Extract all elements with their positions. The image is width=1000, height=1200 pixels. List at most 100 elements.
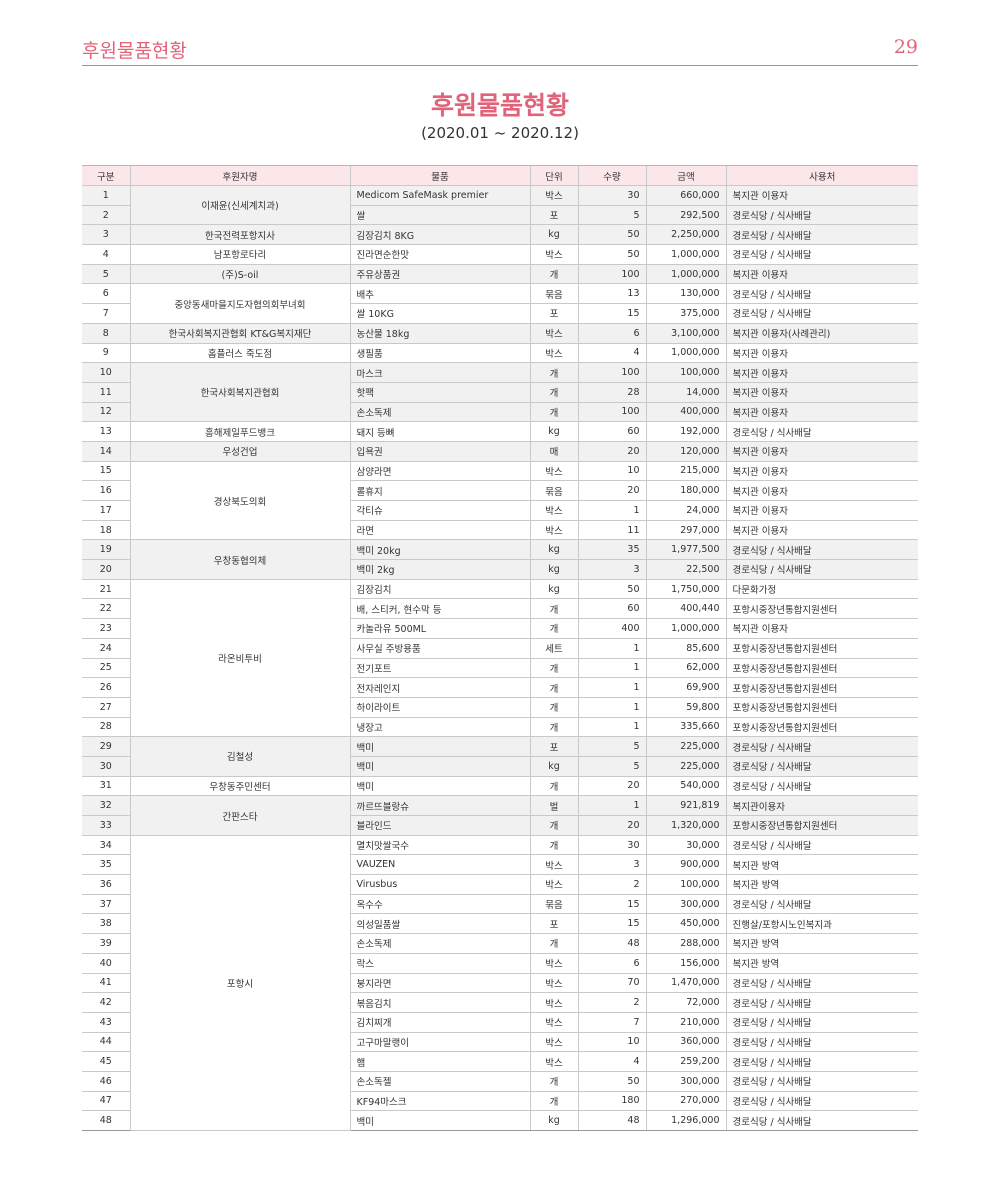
header-cell-quantity: 수량	[577, 165, 646, 186]
cell-quantity: 60	[577, 421, 646, 442]
cell-usage: 경로식당 / 식사배달	[725, 756, 918, 777]
cell-unit: kg	[529, 421, 578, 442]
table-header-row: 구분 후원자명 물품 단위 수량 금액 사용처	[82, 165, 918, 186]
table-row: 23 카놀라유 500ML 개 400 1,000,000 복지관 이용자	[82, 618, 918, 639]
header-cell-amount: 금액	[645, 165, 726, 186]
cell-unit: 포	[529, 205, 578, 226]
cell-row-number: 2	[82, 205, 130, 226]
cell-amount: 210,000	[645, 1012, 726, 1033]
cell-quantity: 20	[577, 776, 646, 797]
cell-row-number: 38	[82, 913, 130, 935]
cell-item-name: 백미	[349, 1110, 530, 1131]
cell-amount: 1,000,000	[645, 244, 726, 265]
cell-unit: 포	[529, 913, 578, 935]
cell-row-number: 5	[82, 264, 130, 285]
document-period: (2020.01 ~ 2020.12)	[421, 124, 579, 142]
cell-amount: 24,000	[645, 500, 726, 521]
cell-item-name: 삼양라면	[349, 461, 530, 482]
cell-item-name: 햄	[349, 1051, 530, 1072]
cell-row-number: 25	[82, 658, 130, 679]
cell-usage: 포항시중장년통합지원센터	[725, 677, 918, 698]
cell-item-name: 쌀 10KG	[349, 303, 530, 324]
cell-unit: 개	[529, 598, 578, 620]
cell-item-name: 배, 스티커, 현수막 등	[349, 598, 530, 620]
cell-item-name: 김장김치	[349, 579, 530, 600]
cell-quantity: 48	[577, 1110, 646, 1131]
table-row: 47 KF94마스크 개 180 270,000 경로식당 / 식사배달	[82, 1091, 918, 1112]
table-row: 15 경상북도의회 삼양라면 박스 10 215,000 복지관 이용자	[82, 461, 918, 541]
table-row: 19 우창동협의체 백미 20kg kg 35 1,977,500 경로식당 / 식사배달	[82, 539, 918, 580]
cell-usage: 경로식당 / 식사배달	[725, 973, 918, 994]
cell-row-number: 43	[82, 1012, 130, 1033]
cell-usage: 경로식당 / 식사배달	[725, 776, 918, 797]
cell-amount: 156,000	[645, 953, 726, 974]
cell-row-number: 14	[82, 441, 130, 462]
table-row: 24 사무실 주방용품 세트 1 85,600 포항시중장년통합지원센터	[82, 638, 918, 659]
cell-amount: 292,500	[645, 205, 726, 226]
cell-row-number: 1	[82, 185, 130, 206]
cell-quantity: 60	[577, 598, 646, 620]
cell-row-number: 39	[82, 933, 130, 954]
cell-amount: 1,296,000	[645, 1110, 726, 1131]
cell-usage: 포항시중장년통합지원센터	[725, 598, 918, 620]
cell-amount: 540,000	[645, 776, 726, 797]
cell-item-name: 손소독제	[349, 933, 530, 954]
cell-donor-name: 한국전력포항지사	[129, 224, 350, 246]
cell-amount: 180,000	[645, 480, 726, 501]
cell-unit: 개	[529, 1071, 578, 1092]
cell-unit: 세트	[529, 638, 578, 659]
table-row: 40 락스 박스 6 156,000 복지관 방역	[82, 953, 918, 974]
table-row: 46 손소독젤 개 50 300,000 경로식당 / 식사배달	[82, 1071, 918, 1092]
cell-quantity: 50	[577, 244, 646, 265]
cell-unit: 박스	[529, 992, 578, 1013]
cell-amount: 375,000	[645, 303, 726, 324]
cell-amount: 1,000,000	[645, 343, 726, 364]
cell-usage: 포항시중장년통합지원센터	[725, 717, 918, 738]
table-row: 37 옥수수 묶음 15 300,000 경로식당 / 식사배달	[82, 894, 918, 915]
cell-item-name: 백미	[349, 736, 530, 757]
cell-unit: 개	[529, 1091, 578, 1112]
cell-usage: 포항시중장년통합지원센터	[725, 658, 918, 679]
cell-donor-name: 라온비투비	[129, 579, 350, 738]
cell-unit: 박스	[529, 854, 578, 876]
cell-amount: 100,000	[645, 874, 726, 895]
cell-usage: 복지관 이용자	[725, 382, 918, 403]
cell-donor-name: 포항시	[129, 835, 350, 1132]
cell-amount: 270,000	[645, 1091, 726, 1112]
cell-row-number: 16	[82, 480, 130, 501]
page-header: 후원물품현황 29	[82, 34, 918, 66]
cell-amount: 192,000	[645, 421, 726, 442]
table-row: 32 간판스타 까르뜨블랑슈 벌 1 921,819 복지관이용자	[82, 795, 918, 836]
cell-row-number: 35	[82, 854, 130, 876]
table-row: 26 전자레인지 개 1 69,900 포항시중장년통합지원센터	[82, 677, 918, 698]
table-row: 12 손소독제 개 100 400,000 복지관 이용자	[82, 402, 918, 423]
table-row: 11 핫팩 개 28 14,000 복지관 이용자	[82, 382, 918, 403]
cell-item-name: 카놀라유 500ML	[349, 618, 530, 639]
cell-item-name: 김치찌개	[349, 1012, 530, 1033]
cell-usage: 복지관 이용자(사례관리)	[725, 323, 918, 344]
cell-quantity: 6	[577, 323, 646, 344]
cell-donor-name: 중앙동새마을지도자협의회부녀회	[129, 283, 350, 324]
cell-amount: 1,470,000	[645, 973, 726, 994]
cell-amount: 22,500	[645, 559, 726, 580]
cell-quantity: 7	[577, 1012, 646, 1033]
cell-quantity: 2	[577, 992, 646, 1013]
cell-row-number: 15	[82, 461, 130, 482]
cell-usage: 진행살/포항시노인복지과	[725, 913, 918, 935]
cell-unit: 묶음	[529, 480, 578, 501]
header-cell-usage: 사용처	[725, 165, 918, 186]
cell-quantity: 20	[577, 441, 646, 462]
cell-item-name: 주유상품권	[349, 264, 530, 285]
table-row: 45 햄 박스 4 259,200 경로식당 / 식사배달	[82, 1051, 918, 1072]
cell-usage: 복지관 방역	[725, 953, 918, 974]
cell-donor-name: 우성건업	[129, 441, 350, 462]
cell-usage: 경로식당 / 식사배달	[725, 303, 918, 324]
cell-amount: 921,819	[645, 795, 726, 816]
cell-usage: 포항시중장년통합지원센터	[725, 697, 918, 718]
cell-quantity: 50	[577, 224, 646, 246]
cell-item-name: 냉장고	[349, 717, 530, 738]
table-row: 21 라온비투비 김장김치 kg 50 1,750,000 다문화가정	[82, 579, 918, 738]
cell-unit: 개	[529, 717, 578, 738]
cell-donor-name: 경상북도의회	[129, 461, 350, 541]
table-row: 34 포항시 멸치맛쌀국수 개 30 30,000 경로식당 / 식사배달	[82, 835, 918, 1132]
